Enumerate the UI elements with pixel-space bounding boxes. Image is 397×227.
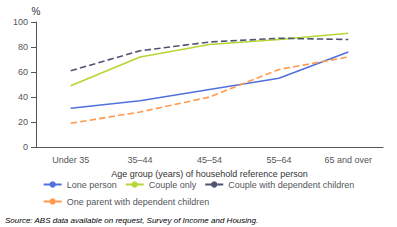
svg-text:Source: ABS data available on: Source: ABS data available on request, S…	[5, 216, 258, 225]
svg-text:80: 80	[18, 42, 28, 52]
svg-text:Couple only: Couple only	[149, 180, 197, 190]
svg-text:20: 20	[18, 117, 28, 127]
svg-text:55–64: 55–64	[266, 155, 291, 165]
svg-text:One parent with dependent chil: One parent with dependent children	[67, 197, 210, 207]
svg-text:Lone person: Lone person	[67, 180, 117, 190]
svg-text:100: 100	[13, 17, 28, 27]
svg-text:40: 40	[18, 92, 28, 102]
svg-text:Age group (years) of household: Age group (years) of household reference…	[111, 169, 308, 179]
svg-text:%: %	[32, 6, 41, 17]
svg-text:Under 35: Under 35	[52, 155, 89, 165]
svg-text:45–54: 45–54	[197, 155, 222, 165]
svg-text:65 and over: 65 and over	[325, 155, 373, 165]
svg-text:Couple with dependent children: Couple with dependent children	[228, 180, 354, 190]
svg-text:0: 0	[23, 142, 28, 152]
svg-text:60: 60	[18, 67, 28, 77]
svg-text:35–44: 35–44	[128, 155, 153, 165]
